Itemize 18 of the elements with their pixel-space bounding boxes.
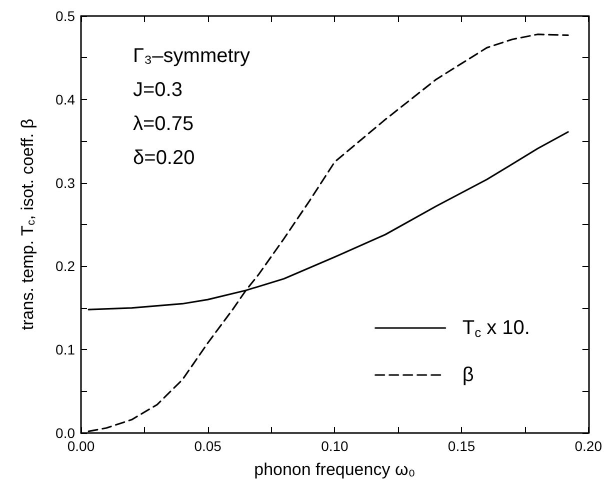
x-tick-label: 0.00 xyxy=(67,438,95,454)
y-tick-label: 0.4 xyxy=(56,91,76,108)
x-tick-label: 0.10 xyxy=(321,438,349,454)
y-tick-label: 0.3 xyxy=(56,174,76,191)
annotation: λ=0.75 xyxy=(133,113,194,135)
y-tick-label: 0.0 xyxy=(56,425,76,441)
y-tick-label: 0.5 xyxy=(56,8,76,24)
annotation: Γ₃–symmetry xyxy=(133,45,250,67)
legend-label: β xyxy=(462,364,474,386)
annotation: δ=0.20 xyxy=(133,147,195,169)
x-axis-title: phonon frequency ω₀ xyxy=(254,460,416,479)
y-axis-title: trans. temp. Tc, isot. coeff. β xyxy=(18,118,38,330)
y-tick-label: 0.2 xyxy=(56,258,76,274)
x-tick-label: 0.20 xyxy=(574,438,602,454)
annotation: J=0.3 xyxy=(133,79,182,101)
x-tick-label: 0.15 xyxy=(448,438,476,454)
x-tick-label: 0.05 xyxy=(194,438,222,454)
y-tick-label: 0.1 xyxy=(56,342,76,358)
